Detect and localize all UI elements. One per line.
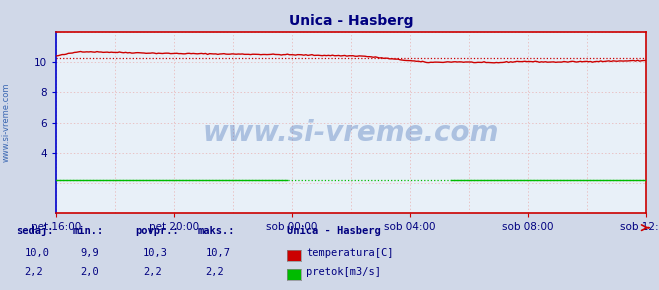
Text: 10,7: 10,7: [206, 248, 231, 258]
Text: pretok[m3/s]: pretok[m3/s]: [306, 267, 382, 277]
Text: min.:: min.:: [72, 226, 103, 236]
Text: 10,3: 10,3: [143, 248, 168, 258]
Text: maks.:: maks.:: [198, 226, 235, 236]
Text: 2,2: 2,2: [24, 267, 43, 277]
Title: Unica - Hasberg: Unica - Hasberg: [289, 14, 413, 28]
Text: sedaj:: sedaj:: [16, 225, 54, 236]
Text: povpr.:: povpr.:: [135, 226, 179, 236]
Text: www.si-vreme.com: www.si-vreme.com: [203, 119, 499, 147]
Text: 10,0: 10,0: [24, 248, 49, 258]
Text: www.si-vreme.com: www.si-vreme.com: [2, 82, 11, 162]
Text: 2,2: 2,2: [143, 267, 161, 277]
Text: 9,9: 9,9: [80, 248, 99, 258]
Text: 2,0: 2,0: [80, 267, 99, 277]
Text: Unica - Hasberg: Unica - Hasberg: [287, 226, 380, 236]
Text: 2,2: 2,2: [206, 267, 224, 277]
Text: temperatura[C]: temperatura[C]: [306, 248, 394, 258]
